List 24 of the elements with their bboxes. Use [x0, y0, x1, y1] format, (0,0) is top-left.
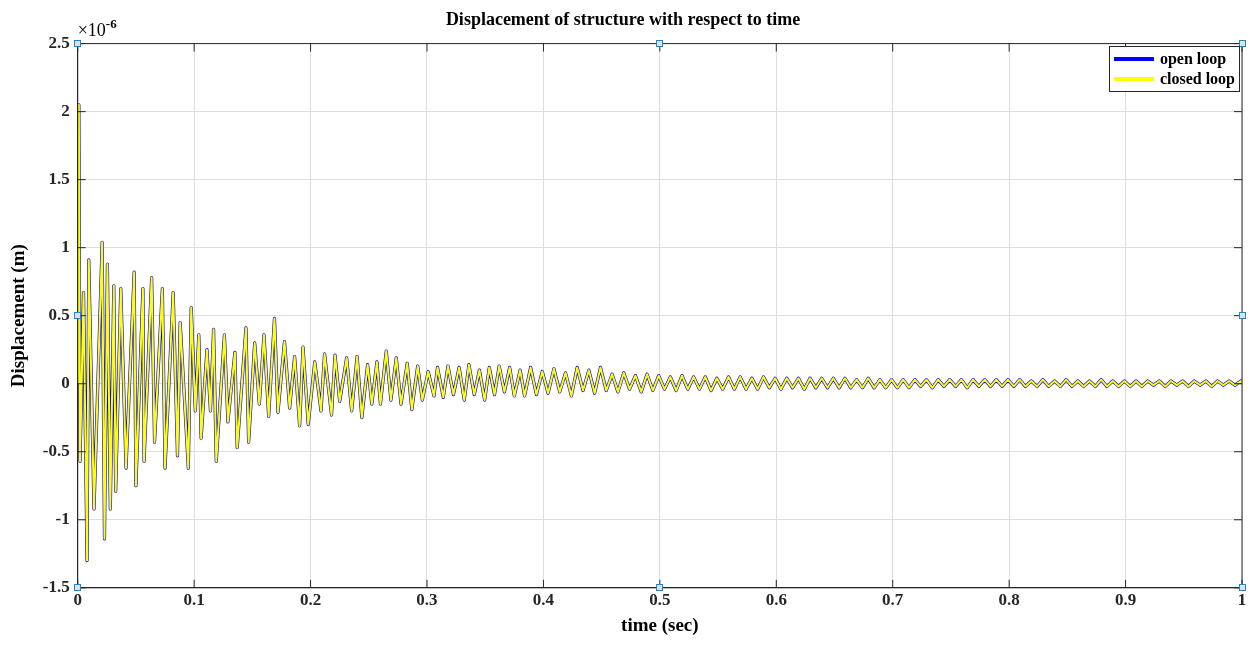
y-tick-label: 2 [61, 101, 70, 121]
chart-title: Displacement of structure with respect to time [445, 9, 801, 30]
y-tick-label: -0.5 [42, 441, 70, 461]
x-tick-label: 0.8 [998, 590, 1020, 610]
x-tick-label: 0.4 [532, 590, 555, 610]
x-tick-label: 0.7 [882, 590, 904, 610]
x-tick-label: 0.6 [765, 590, 787, 610]
x-tick-label: 1 [1237, 590, 1247, 610]
x-tick-label: 0.1 [183, 590, 205, 610]
x-tick-label: 0.2 [299, 590, 322, 610]
y-axis-title: Displacement (m) [7, 244, 30, 388]
x-tick-label: 0.9 [1114, 590, 1137, 610]
y-tick-label: 2.5 [48, 32, 70, 52]
legend-label: open loop [1159, 48, 1227, 69]
y-tick-label: 0.5 [48, 305, 70, 325]
y-tick-label: 1 [61, 237, 70, 257]
y-tick-label: 1.5 [48, 169, 70, 189]
legend-label: closed loop [1159, 68, 1235, 89]
x-tick-label: 0.3 [416, 590, 438, 610]
y-tick-label: 0 [61, 373, 70, 393]
x-tick-label: 0.5 [649, 590, 671, 610]
y-tick-label: -1.5 [42, 577, 70, 597]
x-axis-title: time (sec) [621, 613, 699, 636]
y-tick-label: -1 [55, 509, 70, 529]
